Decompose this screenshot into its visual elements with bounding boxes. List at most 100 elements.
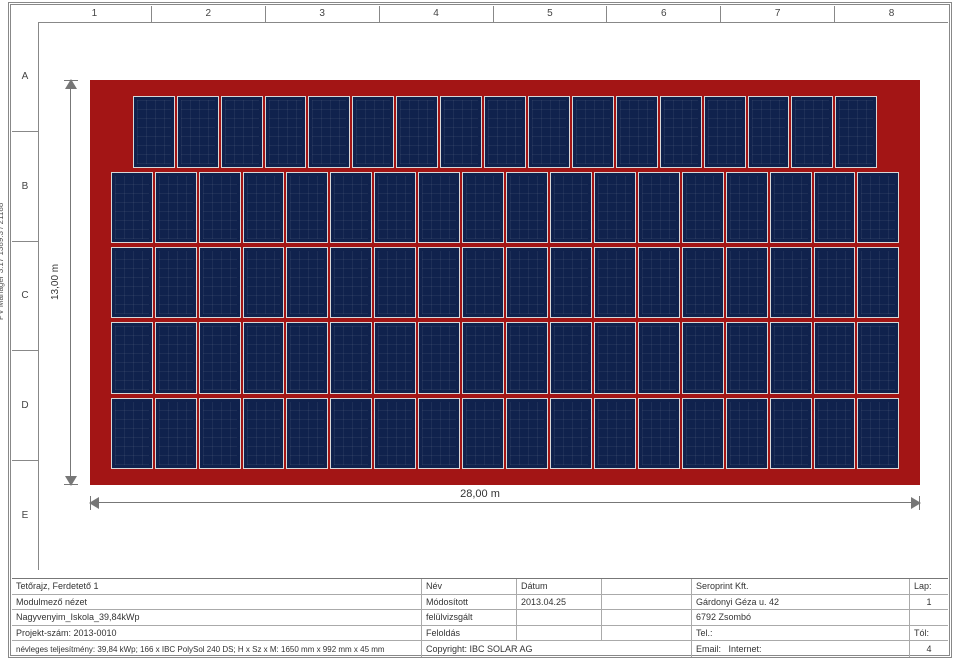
column-scale-line <box>38 22 948 23</box>
pv-module <box>550 247 592 318</box>
tb-empty <box>602 579 692 594</box>
tb-proj2: Projekt-szám: 2013-0010 <box>12 626 422 641</box>
tb-title: Tetőrajz, Ferdetető 1 <box>12 579 422 594</box>
pv-module <box>243 172 285 243</box>
pv-module <box>462 247 504 318</box>
pv-module <box>155 322 197 393</box>
pv-module <box>857 398 899 469</box>
pv-module <box>682 247 724 318</box>
pv-module <box>330 172 372 243</box>
pv-module <box>418 322 460 393</box>
tb-tol-label: Tól: <box>910 626 948 641</box>
tb-rev-label: felülvizsgált <box>422 610 517 625</box>
pv-module <box>857 172 899 243</box>
module-row <box>111 398 900 469</box>
tb-internet: Internet: <box>729 644 762 654</box>
pv-module <box>155 398 197 469</box>
pv-module <box>770 322 812 393</box>
module-row <box>111 322 900 393</box>
pv-module <box>726 398 768 469</box>
pv-module <box>462 172 504 243</box>
pv-module <box>111 172 153 243</box>
column-scale-cell: 7 <box>721 6 835 22</box>
row-scale-cell: B <box>12 132 38 242</box>
pv-module <box>748 96 790 167</box>
pv-module <box>286 247 328 318</box>
pv-module <box>374 322 416 393</box>
pv-module <box>616 96 658 167</box>
pv-module <box>572 96 614 167</box>
tb-empty <box>517 610 602 625</box>
pv-module <box>199 172 241 243</box>
row-scale-cell: A <box>12 22 38 132</box>
pv-module <box>506 398 548 469</box>
pv-module <box>133 96 175 167</box>
tb-tol-page: 4 <box>910 641 948 657</box>
tb-empty <box>602 595 692 610</box>
pv-module <box>155 172 197 243</box>
pv-module <box>726 172 768 243</box>
pv-module <box>177 96 219 167</box>
pv-module <box>726 322 768 393</box>
tb-proj1: Nagyvenyim_Iskola_39,84kWp <box>12 610 422 625</box>
column-scale-cell: 6 <box>607 6 721 22</box>
tb-addr1: Gárdonyi Géza u. 42 <box>692 595 910 610</box>
pv-module <box>330 322 372 393</box>
column-scale-cell: 4 <box>380 6 494 22</box>
vertical-dimension <box>64 80 78 485</box>
pv-module <box>111 247 153 318</box>
pv-module <box>243 247 285 318</box>
pv-module <box>704 96 746 167</box>
pv-module <box>330 398 372 469</box>
pv-module <box>638 247 680 318</box>
pv-module <box>418 398 460 469</box>
column-scale-cell: 8 <box>835 6 948 22</box>
pv-module <box>814 322 856 393</box>
pv-module <box>594 322 636 393</box>
height-dimension-label: 13,00 m <box>50 264 61 300</box>
tb-empty <box>517 626 602 641</box>
pv-module <box>638 398 680 469</box>
pv-module <box>155 247 197 318</box>
pv-module <box>506 172 548 243</box>
row-scale: ABCDE <box>12 22 38 570</box>
pv-module <box>814 172 856 243</box>
tb-email: Email: <box>696 644 721 654</box>
column-scale: 12345678 <box>38 6 948 22</box>
pv-module <box>835 96 877 167</box>
column-scale-cell: 1 <box>38 6 152 22</box>
row-scale-cell: E <box>12 461 38 570</box>
pv-module <box>418 172 460 243</box>
pv-module <box>243 322 285 393</box>
pv-module <box>594 398 636 469</box>
pv-module <box>857 322 899 393</box>
tb-page: 1 <box>910 595 948 610</box>
pv-module <box>550 172 592 243</box>
title-block: Tetőrajz, Ferdetető 1 Név Dátum Seroprin… <box>12 578 948 656</box>
tb-company: Seroprint Kft. <box>692 579 910 594</box>
module-row <box>111 247 900 318</box>
tb-date-label: Dátum <box>517 579 602 594</box>
pv-module <box>550 322 592 393</box>
pv-module <box>462 398 504 469</box>
pv-module <box>374 247 416 318</box>
pv-module <box>528 96 570 167</box>
tb-mod-label: Módosított <box>422 595 517 610</box>
pv-module <box>506 247 548 318</box>
pv-module <box>484 96 526 167</box>
pv-module <box>550 398 592 469</box>
tb-spec: névleges teljesítmény: 39,84 kWp; 166 x … <box>12 641 422 657</box>
pv-module <box>221 96 263 167</box>
pv-module <box>352 96 394 167</box>
column-scale-cell: 3 <box>266 6 380 22</box>
pv-module <box>462 322 504 393</box>
column-scale-cell: 5 <box>494 6 608 22</box>
module-row <box>111 172 900 243</box>
tb-empty <box>602 610 692 625</box>
tb-date: 2013.04.25 <box>517 595 602 610</box>
tb-lap-label: Lap: <box>910 579 948 594</box>
pv-module <box>286 172 328 243</box>
tb-tel: Tel.: <box>692 626 910 641</box>
pv-module <box>199 322 241 393</box>
tb-empty <box>910 610 948 625</box>
